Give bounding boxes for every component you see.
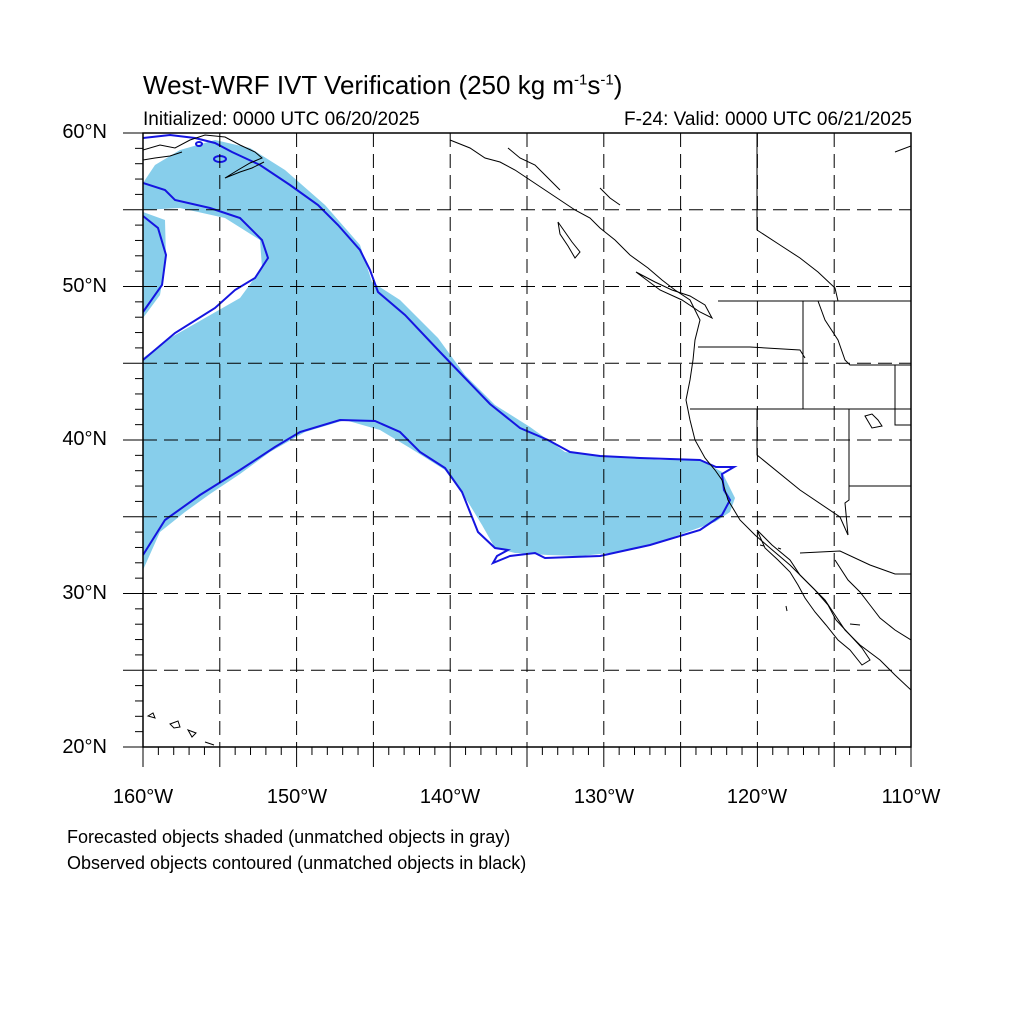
initialized-time: Initialized: 0000 UTC 06/20/2025 xyxy=(143,109,420,130)
valid-time: F-24: Valid: 0000 UTC 06/21/2025 xyxy=(624,109,912,130)
lon-label-150w: 150°W xyxy=(266,786,328,808)
observed-ivt-contour xyxy=(143,133,738,566)
forecast-ivt-object xyxy=(143,140,735,570)
lon-label-160w: 160°W xyxy=(112,786,174,808)
lon-label-140w: 140°W xyxy=(419,786,481,808)
axis-ticks xyxy=(123,132,912,767)
chart-title: West-WRF IVT Verification (250 kg m-1s-1… xyxy=(143,70,623,100)
observed-ivt-contour-west xyxy=(143,215,168,313)
political-boundaries xyxy=(690,133,911,626)
lat-label-30: 30°N xyxy=(62,582,107,604)
lat-label-40: 40°N xyxy=(62,428,107,450)
lon-label-120w: 120°W xyxy=(726,786,788,808)
observed-ivt-small-contour xyxy=(195,141,203,147)
lat-lon-grid xyxy=(143,133,911,747)
lat-label-50: 50°N xyxy=(62,275,107,297)
coastlines xyxy=(143,134,911,746)
lon-label-110w: 110°W xyxy=(881,786,941,808)
lon-label-130w: 130°W xyxy=(573,786,635,808)
lat-label-20: 20°N xyxy=(62,736,107,758)
lat-label-60: 60°N xyxy=(62,121,107,143)
footnote-observed: Observed objects contoured (unmatched ob… xyxy=(67,853,527,873)
footnote-forecast: Forecasted objects shaded (unmatched obj… xyxy=(67,827,511,847)
